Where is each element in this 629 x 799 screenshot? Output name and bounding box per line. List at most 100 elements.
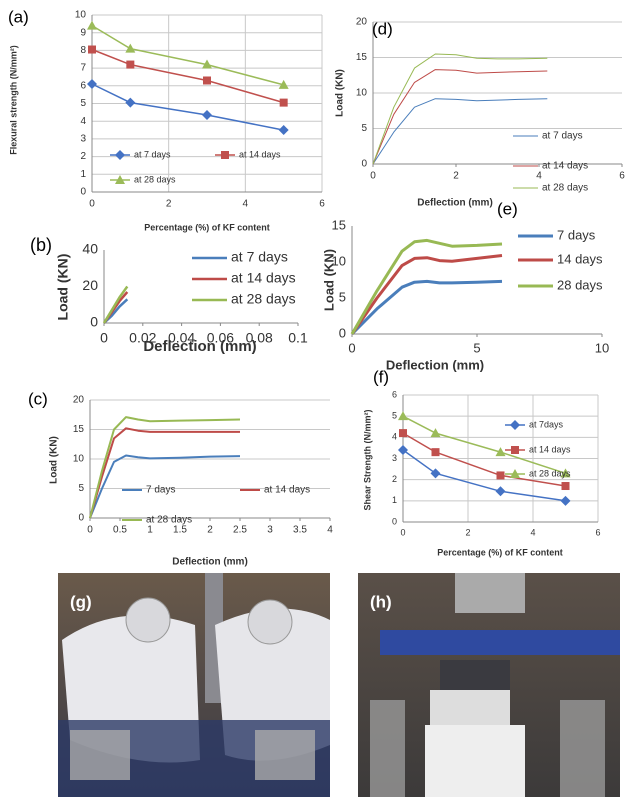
x-tick-label: 4 [327,525,333,536]
y-tick-label: 4 [80,116,86,127]
legend-marker [115,150,125,160]
x-tick-label: 1 [147,525,153,536]
x-tick-label: 3.5 [293,525,307,536]
x-tick-label: 2.5 [233,525,247,536]
panel-label: (e) [497,199,518,218]
legend-label: at 7 days [231,249,288,265]
series-line [104,287,127,324]
x-tick-label: 3 [267,525,273,536]
y-tick-label: 0 [78,513,84,524]
legend-label: at 28 days [146,515,192,526]
y-axis-label: Load (KN) [321,249,336,311]
x-tick-label: 0 [370,171,376,182]
y-tick-label: 9 [80,27,86,38]
series-line [352,240,502,334]
y-tick-label: 0 [361,159,367,170]
y-tick-label: 1 [392,495,397,505]
marker [562,482,570,490]
x-tick-label: 2 [465,527,470,537]
legend-label: at 14 days [231,270,296,286]
legend-label: at 7 days [542,131,583,142]
figure: (g) (h) 0123456789100246at 7 daysat 14 d… [0,0,629,799]
legend-label: 7 days [557,227,596,242]
marker [561,496,571,506]
x-axis-label: Percentage (%) of KF content [437,547,563,557]
legend-label: at 7days [529,419,564,429]
marker [126,61,134,69]
x-axis-label: Deflection (mm) [386,357,484,372]
legend-label: at 14 days [239,149,281,159]
photo-g: (g) [58,573,330,797]
legend-label: at 14 days [529,444,571,454]
x-axis-label: Percentage (%) of KF content [144,222,270,232]
marker [431,468,441,478]
legend-marker [511,446,519,454]
x-tick-label: 6 [595,527,600,537]
legend-label: 14 days [557,251,603,266]
chart: 05101505107 days14 days28 days(e)Load (K… [321,199,609,372]
series-line [352,281,502,334]
y-axis-label: Shear Strength (N/mm²) [362,409,372,510]
x-tick-label: 10 [595,340,609,355]
series-line [373,70,547,164]
chart: 01234560246at 7daysat 14 daysat 28 days(… [362,367,600,557]
y-tick-label: 8 [80,45,86,56]
legend-label: at 28 days [134,174,176,184]
panel-label: (d) [372,19,393,38]
legend-label: at 7 days [134,149,171,159]
y-tick-label: 1 [80,169,86,180]
marker [279,125,289,135]
legend-label: 28 days [557,277,603,292]
x-tick-label: 4 [530,527,535,537]
legend-label: at 28 days [231,291,296,307]
marker [87,79,97,89]
x-tick-label: 5 [473,340,480,355]
marker [399,429,407,437]
y-tick-label: 15 [73,424,85,435]
panel-label: (a) [8,7,29,26]
marker [280,99,288,107]
y-axis-label: Load (KN) [335,69,346,117]
y-tick-label: 10 [356,88,368,99]
chart: 0510152000.511.522.533.547 daysat 14 day… [28,389,333,567]
x-tick-label: 0.1 [288,330,308,346]
panel-label: (b) [30,235,52,255]
y-tick-label: 5 [361,123,367,134]
y-tick-label: 15 [332,217,346,232]
y-tick-label: 20 [73,395,85,406]
x-tick-label: 0 [89,199,95,210]
legend-marker [510,420,520,430]
y-axis-label: Flexural strength (N/mm²) [8,45,18,155]
y-tick-label: 3 [80,134,86,145]
marker [496,486,506,496]
x-tick-label: 4 [536,171,542,182]
photo-h: (h) [358,573,620,797]
x-tick-label: 1.5 [173,525,187,536]
y-tick-label: 2 [392,474,397,484]
x-axis-label: Deflection (mm) [417,198,493,209]
legend-label: at 14 days [264,485,310,496]
x-tick-label: 0 [100,330,108,346]
x-tick-label: 4 [243,199,249,210]
x-tick-label: 0.5 [113,525,127,536]
panel-label: (h) [370,592,392,611]
y-tick-label: 7 [80,63,86,74]
legend-label: at 14 days [542,161,588,172]
x-tick-label: 6 [619,171,625,182]
x-tick-label: 6 [319,199,325,210]
panel-label: (g) [70,592,92,611]
x-tick-label: 0 [348,340,355,355]
panel-label: (f) [373,367,389,386]
y-axis-label: Load (KN) [49,436,60,484]
marker [432,448,440,456]
y-tick-label: 40 [82,241,98,257]
marker [88,46,96,54]
marker [125,44,135,53]
y-tick-label: 0 [392,516,397,526]
y-tick-label: 0 [90,314,98,330]
series-line [92,84,284,130]
marker [497,471,505,479]
marker [87,21,97,30]
